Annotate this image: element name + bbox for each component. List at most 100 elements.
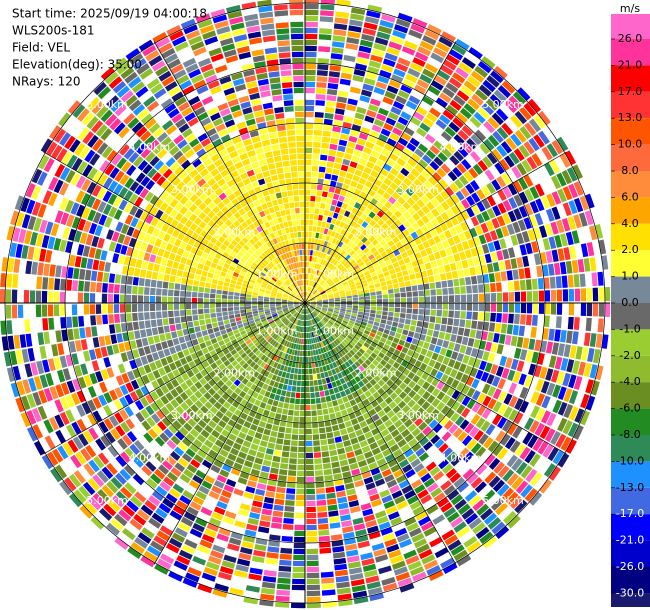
radar-gate	[450, 494, 464, 506]
radar-gate	[375, 355, 383, 363]
radar-gate	[252, 308, 258, 312]
radar-gate	[533, 365, 542, 378]
radar-gate	[475, 417, 486, 429]
radar-gate	[371, 239, 379, 246]
radar-gate	[262, 279, 269, 284]
radar-gate	[387, 424, 397, 433]
radar-gate	[182, 489, 194, 500]
radar-gate	[314, 391, 320, 398]
radar-gate	[313, 452, 322, 458]
radar-gate	[322, 298, 328, 301]
radar-gate	[264, 453, 273, 461]
radar-gate	[328, 306, 334, 309]
radar-gate	[586, 303, 593, 317]
radar-gate	[106, 367, 115, 378]
radar-gate	[339, 310, 346, 314]
radar-gate	[151, 271, 159, 280]
radar-gate	[322, 365, 328, 372]
radar-gate	[150, 540, 164, 552]
radar-gate	[70, 172, 81, 186]
radar-gate	[369, 288, 376, 293]
radar-gate	[559, 261, 567, 275]
radar-gate	[435, 316, 442, 324]
radar-gate	[519, 386, 529, 399]
radar-gate	[265, 265, 271, 271]
radar-gate	[190, 352, 199, 360]
radar-gate	[352, 294, 358, 298]
radar-gate	[309, 313, 312, 320]
radar-gate	[258, 295, 264, 299]
radar-gate	[37, 405, 48, 420]
radar-gate	[321, 136, 331, 143]
radar-gate	[256, 257, 263, 263]
radar-gate	[339, 170, 347, 178]
radar-gate	[339, 221, 345, 228]
radar-gate	[294, 298, 300, 301]
radar-gate	[422, 95, 435, 106]
radar-gate	[278, 344, 284, 351]
radar-gate	[86, 181, 97, 195]
radar-gate	[233, 570, 248, 579]
radar-gate	[397, 400, 407, 409]
radar-gate	[203, 382, 212, 391]
radar-gate	[438, 92, 452, 104]
radar-gate	[292, 578, 305, 585]
radar-gate	[442, 310, 449, 318]
radar-gate	[439, 416, 449, 427]
radar-gate	[286, 321, 291, 327]
radar-gate	[299, 416, 305, 423]
radar-gate	[586, 242, 595, 257]
radar-gate	[249, 279, 256, 284]
radar-gate	[119, 468, 132, 481]
radar-gate	[283, 511, 295, 518]
radar-gate	[169, 450, 181, 461]
radar-gate	[352, 308, 358, 311]
radar-gate	[246, 291, 253, 295]
radar-gate	[305, 314, 307, 321]
radar-gate	[457, 431, 468, 443]
radar-gate	[473, 429, 484, 442]
radar-gate	[464, 365, 473, 375]
radar-gate	[536, 265, 543, 278]
radar-gate	[578, 212, 588, 227]
radar-gate	[376, 210, 385, 218]
radar-gate	[251, 303, 258, 306]
radar-gate	[473, 339, 481, 349]
radar-gate	[288, 296, 294, 300]
radar-gate	[522, 255, 530, 267]
radar-gate	[358, 365, 365, 372]
radar-gate	[294, 530, 305, 537]
radar-gate	[269, 303, 276, 305]
radar-gate	[261, 339, 267, 345]
radar-gate	[387, 111, 399, 121]
radar-gate	[447, 539, 462, 551]
radar-gate	[407, 268, 415, 275]
radar-gate	[325, 313, 332, 318]
radar-gate	[524, 122, 537, 136]
radar-gate	[379, 489, 391, 498]
radar-gate	[461, 336, 469, 346]
radar-gate	[543, 463, 556, 478]
radar-gate	[282, 297, 288, 300]
radar-gate	[551, 206, 561, 220]
radar-gate	[326, 248, 332, 255]
radar-gate	[351, 291, 358, 296]
radar-gate	[129, 391, 139, 402]
radar-gate	[575, 346, 583, 360]
radar-gate	[208, 333, 216, 340]
radar-gate	[140, 241, 148, 252]
radar-gate	[422, 35, 437, 46]
radar-gate	[418, 421, 428, 431]
radar-gate	[492, 479, 506, 493]
radar-gate	[313, 380, 319, 386]
radar-gate	[569, 345, 577, 359]
radar-gate	[160, 257, 168, 266]
radar-gate	[282, 445, 290, 452]
radar-gate	[82, 481, 96, 496]
radar-gate	[368, 254, 375, 261]
radar-gate	[230, 531, 243, 540]
radar-gate	[449, 182, 459, 193]
radar-gate	[122, 265, 129, 275]
radar-gate	[145, 214, 154, 225]
radar-gate	[316, 301, 323, 303]
